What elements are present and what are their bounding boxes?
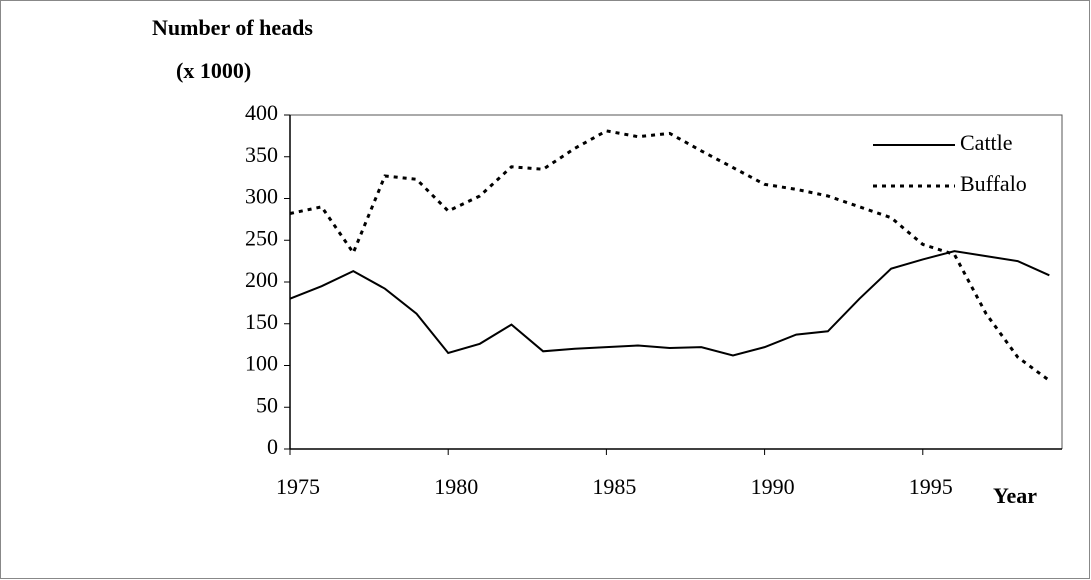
x-axis-title: Year: [993, 483, 1037, 508]
y-tick-label: 400: [245, 100, 278, 125]
y-tick-label: 50: [256, 392, 278, 417]
x-tick-label: 1980: [434, 474, 478, 499]
legend-label: Buffalo: [960, 171, 1027, 196]
y-tick-label: 100: [245, 351, 278, 376]
y-tick-label: 250: [245, 225, 278, 250]
x-tick-label: 1990: [751, 474, 795, 499]
legend-label: Cattle: [960, 130, 1013, 155]
y-tick-label: 0: [267, 434, 278, 459]
y-axis-title: (x 1000): [176, 58, 251, 83]
y-tick-label: 300: [245, 184, 278, 209]
y-tick-label: 350: [245, 142, 278, 167]
series-line: [289, 129, 1051, 382]
x-tick-label: 1975: [276, 474, 320, 499]
x-tick-label: 1995: [909, 474, 953, 499]
y-axis-title: Number of heads: [152, 15, 313, 40]
y-tick-label: 200: [245, 267, 278, 292]
y-tick-label: 150: [245, 309, 278, 334]
plot-frame: [290, 114, 1063, 449]
series-line: [289, 250, 1050, 357]
x-tick-label: 1985: [592, 474, 636, 499]
